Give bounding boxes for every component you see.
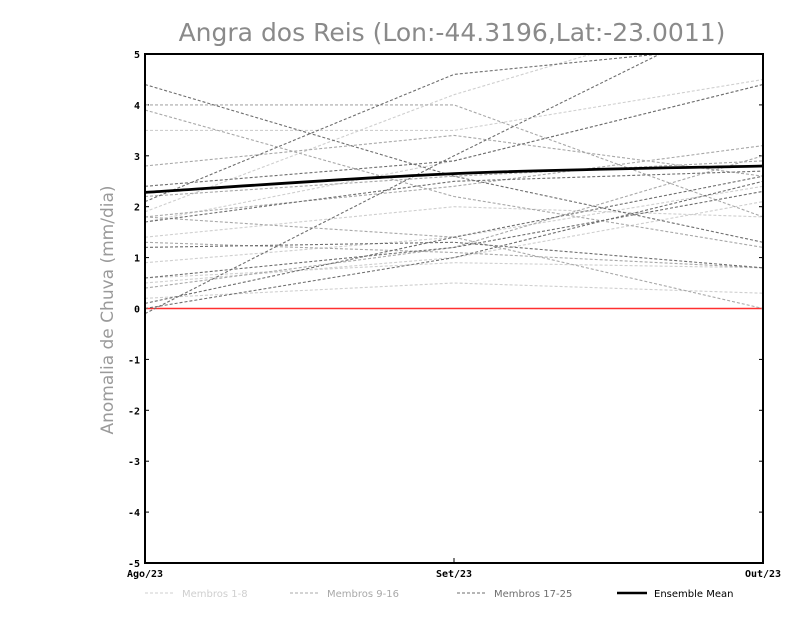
x-tick-label: Ago/23 <box>127 569 163 580</box>
legend-item-3: Membros 17-25 <box>457 589 572 600</box>
plot-area <box>145 54 763 315</box>
member-line-group3-6 <box>145 190 763 279</box>
y-tick-label: 0 <box>134 305 140 316</box>
plot-frame <box>144 53 764 564</box>
y-tick-label: 4 <box>134 101 140 112</box>
ensemble-mean-line <box>145 164 763 194</box>
member-line-group1-6 <box>145 201 763 284</box>
member-line-group2-3 <box>145 216 763 310</box>
legend-label: Membros 1-8 <box>182 589 248 600</box>
x-tick-label: Out/23 <box>745 569 781 580</box>
y-axis-label: Anomalia de Chuva (mm/dia) <box>98 185 118 434</box>
member-line-group2-6 <box>145 145 763 218</box>
legend-label: Ensemble Mean <box>654 589 733 600</box>
member-line-group1-8 <box>145 262 763 279</box>
member-line-group3-1 <box>145 83 763 243</box>
y-tick-label: -1 <box>128 355 140 366</box>
series-lines <box>145 54 763 315</box>
member-line-group3-2 <box>145 54 666 203</box>
member-line-group2-5 <box>145 134 763 177</box>
y-tick-label: -4 <box>128 508 140 519</box>
chart-title: Angra dos Reis (Lon:-44.3196,Lat:-23.001… <box>179 18 726 47</box>
member-line-group1-4 <box>145 206 763 238</box>
member-line-group3-3 <box>145 54 662 315</box>
member-line-group3-7 <box>145 180 763 310</box>
legend-label: Membros 9-16 <box>327 589 399 600</box>
x-tick-label: Set/23 <box>436 569 472 580</box>
x-axis-ticks: Ago/23 Set/23 Out/23 <box>127 558 781 580</box>
member-line-group1-5 <box>145 185 763 264</box>
y-tick-label: 5 <box>134 50 140 61</box>
y-tick-label: 1 <box>134 254 140 265</box>
legend-item-1: Membros 1-8 <box>145 589 248 600</box>
y-tick-label: -3 <box>128 457 140 468</box>
member-line-group3-8 <box>145 241 763 269</box>
member-line-group3-5 <box>145 175 763 304</box>
y-tick-label: -5 <box>128 559 140 570</box>
member-line-group2-2 <box>145 109 763 248</box>
legend: Membros 1-8 Membros 9-16 Membros 17-25 Ense… <box>145 589 733 600</box>
legend-label: Membros 17-25 <box>494 589 572 600</box>
member-line-group2-1 <box>145 104 763 218</box>
y-tick-label: 3 <box>134 152 140 163</box>
y-tick-label: 2 <box>134 203 140 214</box>
member-line-group1-7 <box>145 282 763 299</box>
member-line-group2-4 <box>145 241 763 269</box>
legend-item-4: Ensemble Mean <box>617 589 733 600</box>
member-line-group1-2 <box>145 78 763 131</box>
member-line-group3-9 <box>145 170 763 223</box>
member-line-group2-7 <box>145 160 763 198</box>
member-line-group3-4 <box>145 83 763 187</box>
member-line-group1-1 <box>145 54 594 213</box>
legend-item-2: Membros 9-16 <box>290 589 399 600</box>
y-axis-ticks: -5 -4 -3 -2 -1 0 1 2 3 4 5 <box>128 50 763 570</box>
y-tick-label: -2 <box>128 406 140 417</box>
